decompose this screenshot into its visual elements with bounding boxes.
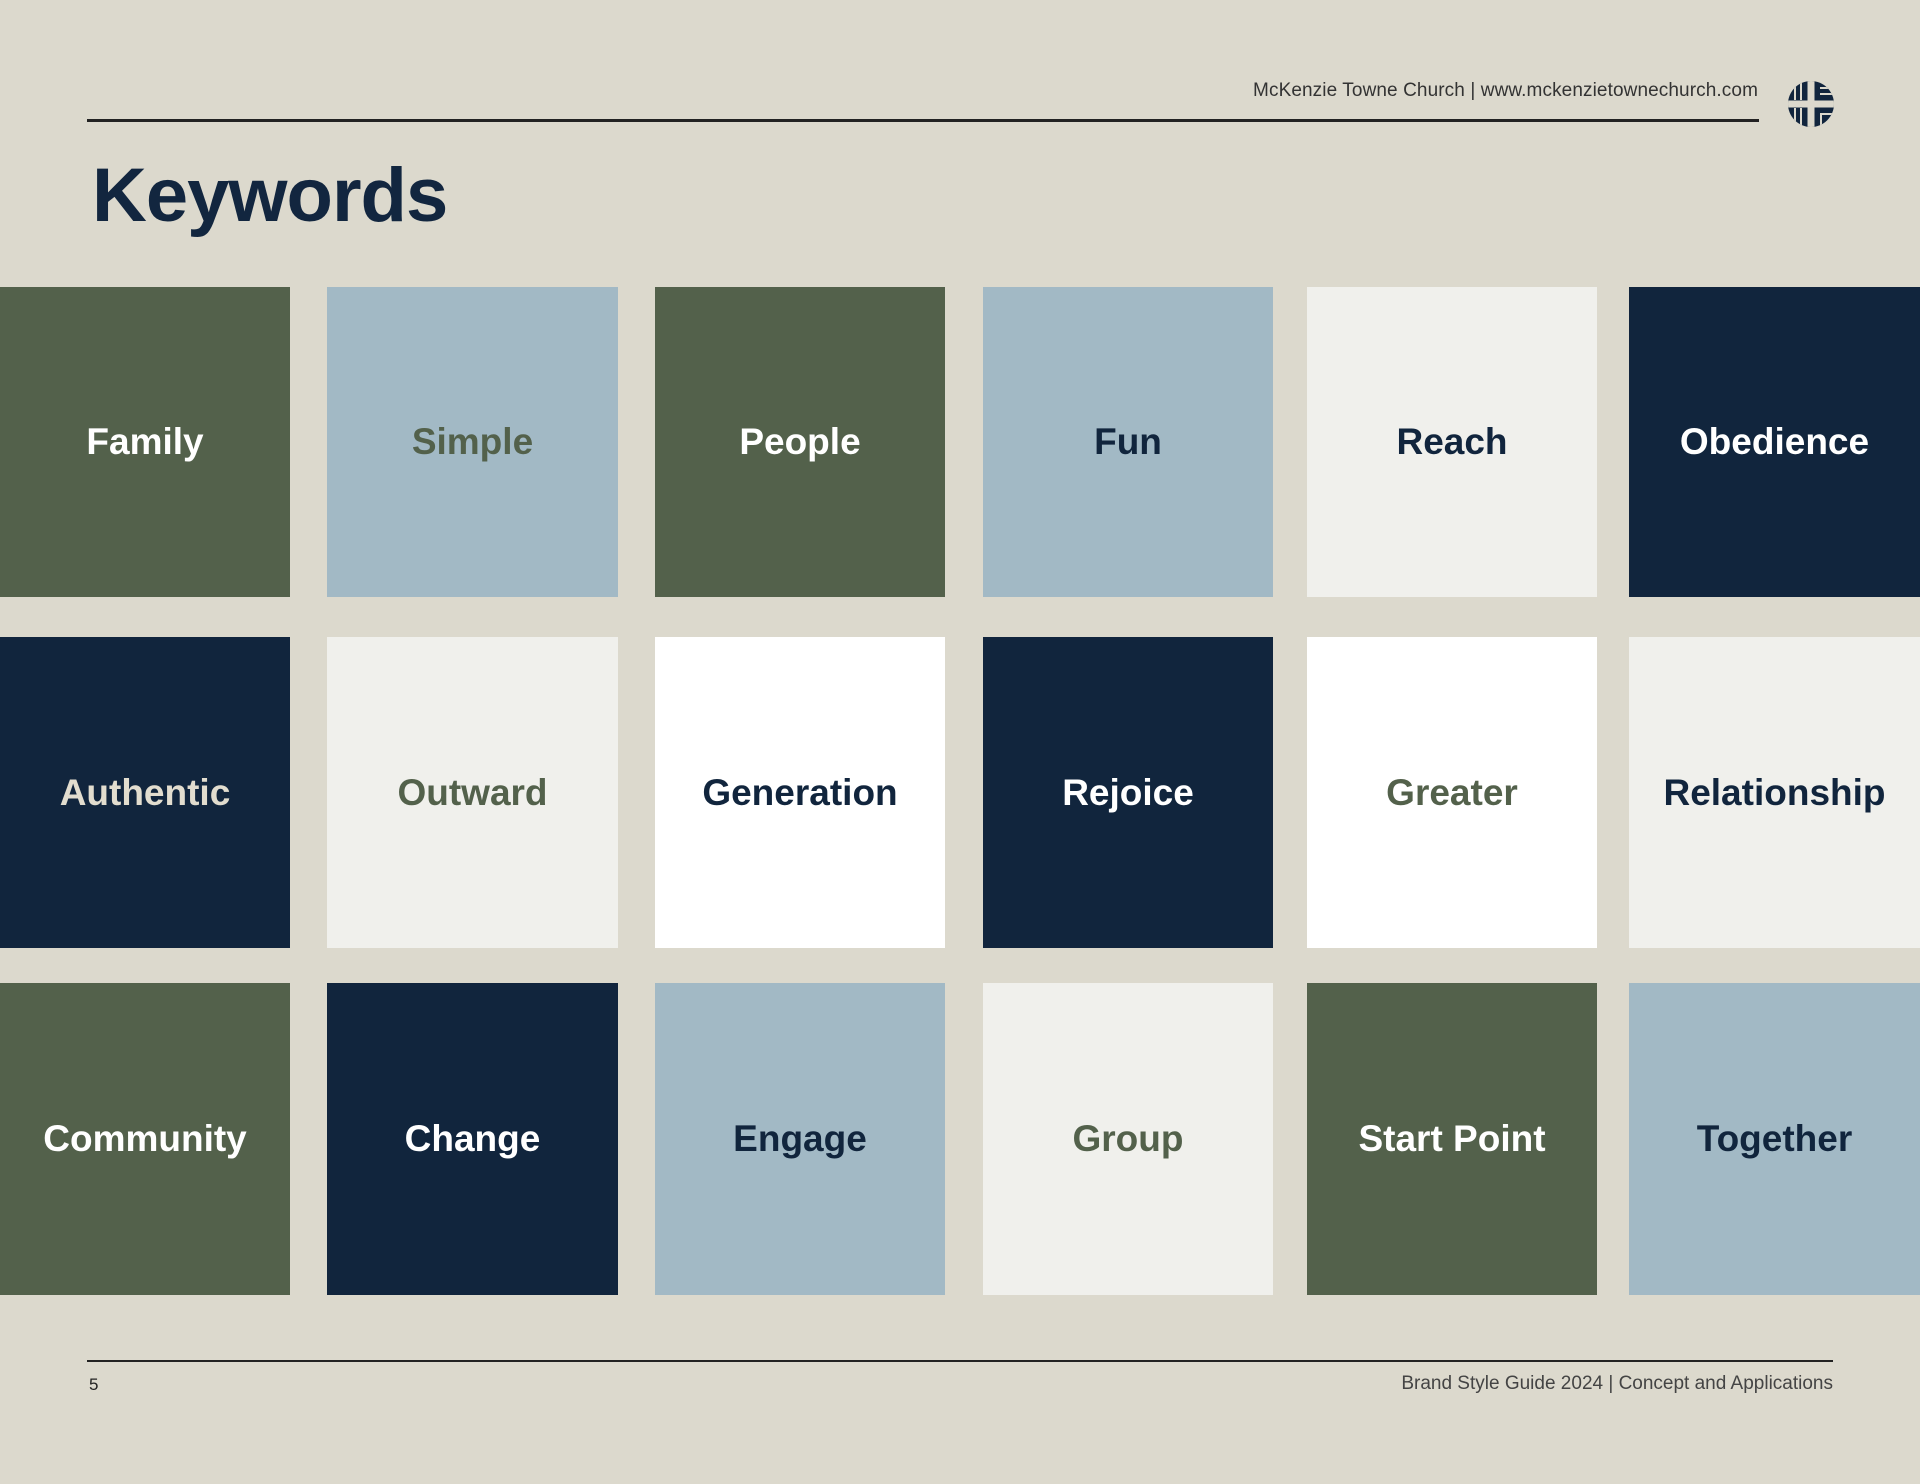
keyword-tile: Group	[983, 983, 1273, 1295]
keyword-tile: Reach	[1307, 287, 1597, 597]
keyword-label: Together	[1696, 1118, 1853, 1159]
keyword-tile: Change	[327, 983, 618, 1295]
keyword-label: Obedience	[1679, 421, 1870, 462]
keyword-tile: Obedience	[1629, 287, 1920, 597]
keyword-label: Greater	[1386, 771, 1518, 813]
keyword-label: People	[739, 421, 861, 462]
header-church-website: McKenzie Towne Church | www.mckenzietown…	[1253, 80, 1758, 101]
keyword-label: Engage	[733, 1118, 867, 1159]
keyword-tile: Family	[0, 287, 290, 597]
keyword-label: Group	[1072, 1118, 1184, 1159]
keyword-label: Generation	[702, 771, 898, 813]
keyword-label: Change	[404, 1118, 541, 1159]
keyword-tile: Community	[0, 983, 290, 1295]
keyword-tile: Engage	[655, 983, 945, 1295]
keyword-label: Authentic	[59, 771, 231, 813]
keyword-label: Simple	[411, 421, 534, 462]
keyword-tile: Simple	[327, 287, 618, 597]
keyword-tile: People	[655, 287, 945, 597]
keyword-label: Outward	[397, 771, 548, 813]
keyword-tile: Fun	[983, 287, 1273, 597]
keyword-label: Community	[43, 1118, 247, 1159]
page-number: 5	[89, 1375, 99, 1394]
cross-emblem-icon	[1788, 81, 1834, 127]
keyword-tile: Authentic	[0, 637, 290, 948]
keyword-tile: Start Point	[1307, 983, 1597, 1295]
keyword-tile: Rejoice	[983, 637, 1273, 948]
footer-divider	[87, 1360, 1833, 1362]
keyword-label: Rejoice	[1062, 771, 1194, 813]
keyword-label: Start Point	[1358, 1118, 1546, 1159]
keyword-label: Family	[86, 421, 204, 462]
keyword-tile: Outward	[327, 637, 618, 948]
keyword-tile: Relationship	[1629, 637, 1920, 948]
keyword-label: Fun	[1094, 421, 1162, 462]
header-divider	[87, 119, 1759, 122]
keyword-tile: Generation	[655, 637, 945, 948]
page-title: Keywords	[92, 153, 448, 238]
keyword-label: Reach	[1396, 421, 1508, 462]
keyword-label: Relationship	[1663, 771, 1886, 813]
keyword-tile: Together	[1629, 983, 1920, 1295]
footer-guide-title: Brand Style Guide 2024 | Concept and App…	[1401, 1373, 1833, 1394]
keyword-tile: Greater	[1307, 637, 1597, 948]
